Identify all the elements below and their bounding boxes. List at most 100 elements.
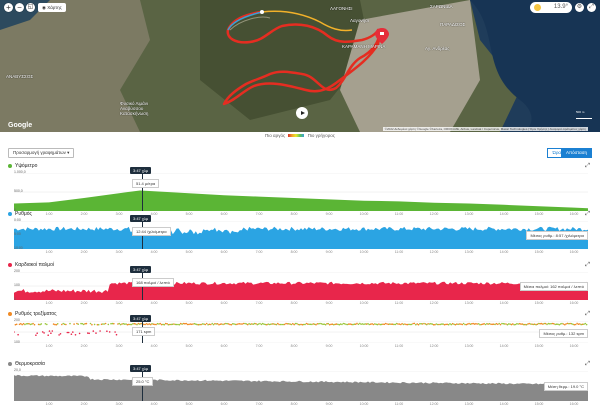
- cadence-point: [419, 322, 421, 325]
- chart-heart_rate[interactable]: Καρδιακοί παλμοί ⤢ 200 100 0 1:00 2:00 3:00 4:00…: [0, 262, 600, 310]
- cadence-point: [542, 323, 544, 325]
- map-label: ΚΑΡΑΜΑΝΗ ΜΑΡΙΝΑ: [342, 44, 386, 49]
- cadence-point: [417, 323, 420, 326]
- map-type-toggle[interactable]: ◉ Χάρτης: [38, 3, 66, 12]
- legend-faster: Πιο γρήγορος: [307, 133, 335, 138]
- x-tick-label: 13:00: [464, 301, 474, 305]
- route-map[interactable]: + − ◱ ◉ Χάρτης 13.9° ⚙ ⤢ ΑΝΑΒΥΣΣΟΣ Φυσικ…: [0, 0, 600, 132]
- customize-charts-dropdown[interactable]: Προσαρμογή γραφημάτων ▾: [8, 148, 75, 158]
- cadence-point: [313, 323, 316, 325]
- cadence-point: [107, 323, 110, 326]
- cadence-point: [480, 323, 483, 326]
- cadence-point: [551, 322, 554, 325]
- cadence-point: [113, 322, 115, 325]
- cadence-point: [201, 323, 204, 325]
- cursor-value-tooltip: 25.0 °C: [132, 377, 154, 386]
- cadence-point: [565, 323, 567, 325]
- x-tick-label: 2:00: [80, 250, 88, 254]
- cadence-point: [196, 323, 198, 326]
- cadence-point: [219, 323, 222, 325]
- chart-cadence[interactable]: Ρυθμός τρεξίματος ⤢ 200 100 1:00 2:00 3:00 4:00…: [0, 311, 600, 353]
- cadence-point: [454, 323, 457, 326]
- cadence-point: [292, 322, 294, 325]
- cadence-point: [287, 323, 290, 325]
- cadence-point: [311, 323, 313, 326]
- cadence-point: [111, 322, 114, 325]
- x-tick-label: 3:00: [115, 344, 123, 348]
- cadence-point: [35, 334, 37, 336]
- cadence-point: [445, 323, 447, 326]
- map-attribution[interactable]: ©2022 Δεδομένα χάρτη ©Google ©Kartoza, O…: [382, 127, 588, 131]
- cadence-point: [237, 323, 239, 325]
- cadence-point: [123, 323, 126, 325]
- cadence-point: [315, 323, 317, 326]
- layers-icon[interactable]: ◱: [26, 3, 35, 12]
- x-tick-label: 8:00: [290, 402, 298, 406]
- cadence-point: [55, 323, 58, 326]
- cadence-point: [73, 323, 75, 325]
- cadence-point: [134, 323, 137, 325]
- cadence-point: [199, 323, 201, 326]
- cadence-point: [48, 330, 51, 332]
- expand-chart-icon[interactable]: ⤢: [585, 262, 590, 268]
- fullscreen-icon[interactable]: ⤢: [587, 3, 596, 12]
- zoom-in-button[interactable]: +: [4, 3, 13, 12]
- cadence-point: [31, 323, 33, 325]
- cadence-point: [181, 323, 183, 325]
- cadence-point: [274, 323, 276, 326]
- x-tick-label: 13:00: [464, 250, 474, 254]
- zoom-out-button[interactable]: −: [15, 3, 24, 12]
- cadence-point: [557, 323, 559, 325]
- chart-pace[interactable]: Ρυθμός ⤢ 0:00 5:00 10:00 1:00 2:00 3:00 4:00 5:00…: [0, 211, 600, 259]
- cadence-point: [78, 332, 81, 335]
- chart-elevation[interactable]: Υψόμετρο ⤢ 1.000,0 500,0 0 1:00 2:00 3:00 4:00 5:…: [0, 163, 600, 221]
- x-tick-label: 6:00: [220, 212, 228, 216]
- cadence-point: [174, 323, 177, 326]
- expand-chart-icon[interactable]: ⤢: [585, 163, 590, 169]
- cadence-point: [555, 323, 558, 325]
- cadence-point: [319, 322, 321, 325]
- x-tick-label: 15:00: [534, 344, 544, 348]
- cadence-point: [248, 322, 250, 325]
- expand-chart-icon[interactable]: ⤢: [585, 311, 590, 317]
- series-dot-icon: [8, 211, 12, 216]
- x-tick-label: 16:00: [569, 250, 579, 254]
- x-tick-label: 10:00: [359, 250, 369, 254]
- cadence-point: [214, 322, 216, 325]
- cadence-point: [293, 323, 296, 326]
- cadence-point: [210, 323, 212, 326]
- expand-chart-icon[interactable]: ⤢: [585, 361, 590, 367]
- x-tick-label: 6:00: [220, 344, 228, 348]
- toggle-distance[interactable]: Απόσταση: [561, 148, 592, 158]
- expand-chart-icon[interactable]: ⤢: [585, 211, 590, 217]
- cadence-point: [179, 322, 182, 325]
- cadence-point: [507, 323, 510, 325]
- cadence-point: [383, 323, 386, 326]
- cadence-point: [278, 323, 280, 326]
- cadence-point: [200, 323, 202, 326]
- x-tick-label: 8:00: [290, 344, 298, 348]
- cadence-point: [484, 323, 487, 326]
- cadence-point: [58, 334, 60, 336]
- cadence-point: [61, 323, 63, 326]
- settings-icon[interactable]: ⚙: [575, 3, 584, 12]
- cadence-point: [569, 322, 571, 325]
- end-pin-icon[interactable]: [0, 0, 600, 132]
- cursor-value-tooltip: 51.4 μέτρα: [132, 179, 160, 188]
- x-tick-label: 9:00: [325, 212, 333, 216]
- map-label: ΑΝΑΒΥΣΣΟΣ: [6, 74, 34, 79]
- cadence-point: [251, 323, 253, 325]
- cadence-point: [390, 323, 393, 325]
- cadence-point: [539, 322, 541, 325]
- cadence-point: [580, 323, 582, 326]
- x-tick-label: 8:00: [290, 212, 298, 216]
- x-tick-label: 14:00: [499, 344, 509, 348]
- play-route-button[interactable]: [296, 107, 308, 119]
- cadence-point: [24, 323, 26, 326]
- chart-temperature[interactable]: Θερμοκρασία ⤢ 20,0 1:00 2:00 3:00 4:00 5:00 6:00…: [0, 361, 600, 411]
- y-tick-label: 20,0: [14, 368, 21, 372]
- cadence-point: [36, 332, 38, 334]
- cadence-point: [473, 323, 476, 325]
- legend-slower: Πιο αργός: [265, 133, 286, 138]
- cadence-point: [144, 323, 146, 326]
